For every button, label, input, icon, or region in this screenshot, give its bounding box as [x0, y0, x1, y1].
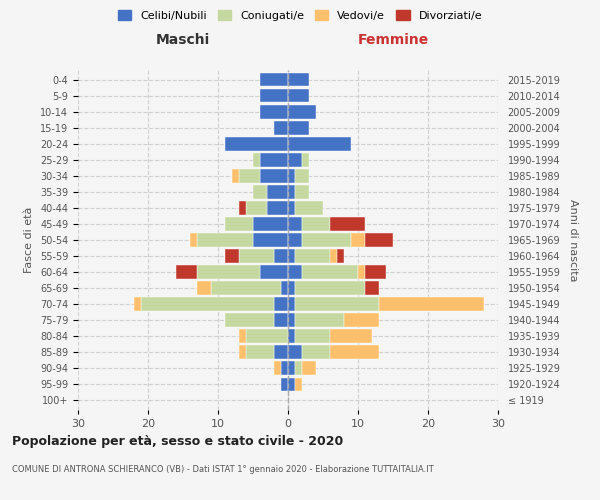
Bar — [211, 282, 281, 295]
Bar — [225, 249, 239, 263]
Bar — [246, 330, 288, 343]
Bar — [365, 266, 386, 279]
Bar — [197, 233, 253, 247]
Bar — [295, 201, 323, 214]
Bar — [260, 73, 288, 86]
Bar — [288, 105, 316, 118]
Bar — [239, 201, 246, 214]
Bar — [302, 346, 330, 359]
Bar — [288, 314, 295, 327]
Bar — [288, 153, 302, 166]
Bar — [239, 330, 246, 343]
Bar — [302, 153, 309, 166]
Bar — [302, 362, 316, 375]
Text: COMUNE DI ANTRONA SCHIERANCO (VB) - Dati ISTAT 1° gennaio 2020 - Elaborazione TU: COMUNE DI ANTRONA SCHIERANCO (VB) - Dati… — [12, 465, 434, 474]
Bar — [260, 153, 288, 166]
Bar — [288, 346, 302, 359]
Bar — [288, 201, 295, 214]
Bar — [295, 314, 344, 327]
Bar — [274, 314, 288, 327]
Y-axis label: Fasce di età: Fasce di età — [25, 207, 34, 273]
Bar — [260, 105, 288, 118]
Bar — [295, 378, 302, 391]
Bar — [288, 362, 295, 375]
Bar — [288, 378, 295, 391]
Bar — [253, 233, 288, 247]
Bar — [288, 298, 295, 311]
Bar — [295, 169, 309, 182]
Bar — [274, 362, 281, 375]
Bar — [274, 298, 288, 311]
Bar — [246, 201, 267, 214]
Bar — [225, 314, 274, 327]
Bar — [281, 282, 288, 295]
Bar — [260, 89, 288, 102]
Bar — [190, 233, 197, 247]
Text: Maschi: Maschi — [156, 34, 210, 48]
Bar — [295, 330, 330, 343]
Bar — [330, 217, 365, 231]
Bar — [267, 185, 288, 198]
Bar — [295, 249, 330, 263]
Bar — [239, 346, 246, 359]
Bar — [288, 330, 295, 343]
Bar — [232, 169, 239, 182]
Bar — [302, 233, 351, 247]
Bar — [225, 137, 288, 150]
Bar — [302, 266, 358, 279]
Bar — [288, 217, 302, 231]
Legend: Celibi/Nubili, Coniugati/e, Vedovi/e, Divorziati/e: Celibi/Nubili, Coniugati/e, Vedovi/e, Di… — [113, 6, 487, 25]
Bar — [141, 298, 274, 311]
Bar — [253, 217, 288, 231]
Bar — [274, 121, 288, 134]
Bar — [288, 89, 309, 102]
Bar — [288, 282, 295, 295]
Y-axis label: Anni di nascita: Anni di nascita — [568, 198, 578, 281]
Bar — [288, 137, 351, 150]
Bar — [351, 233, 365, 247]
Bar — [225, 217, 253, 231]
Bar — [288, 266, 302, 279]
Bar — [288, 185, 295, 198]
Bar — [288, 233, 302, 247]
Bar — [288, 249, 295, 263]
Bar — [295, 362, 302, 375]
Text: Femmine: Femmine — [358, 34, 428, 48]
Bar — [176, 266, 197, 279]
Bar — [330, 249, 337, 263]
Bar — [295, 298, 379, 311]
Bar — [295, 185, 309, 198]
Bar — [281, 378, 288, 391]
Bar — [197, 266, 260, 279]
Bar — [239, 249, 274, 263]
Bar — [330, 330, 372, 343]
Bar — [365, 233, 393, 247]
Bar — [288, 73, 309, 86]
Bar — [302, 217, 330, 231]
Bar — [281, 362, 288, 375]
Bar — [344, 314, 379, 327]
Bar — [358, 266, 365, 279]
Bar — [260, 266, 288, 279]
Bar — [288, 169, 295, 182]
Bar — [295, 282, 365, 295]
Bar — [267, 201, 288, 214]
Text: Popolazione per età, sesso e stato civile - 2020: Popolazione per età, sesso e stato civil… — [12, 435, 343, 448]
Bar — [246, 346, 274, 359]
Bar — [253, 185, 267, 198]
Bar — [337, 249, 344, 263]
Bar — [239, 169, 260, 182]
Bar — [197, 282, 211, 295]
Bar — [330, 346, 379, 359]
Bar — [274, 249, 288, 263]
Bar — [365, 282, 379, 295]
Bar — [288, 121, 309, 134]
Bar — [253, 153, 260, 166]
Bar — [379, 298, 484, 311]
Bar — [260, 169, 288, 182]
Bar — [274, 346, 288, 359]
Bar — [134, 298, 141, 311]
